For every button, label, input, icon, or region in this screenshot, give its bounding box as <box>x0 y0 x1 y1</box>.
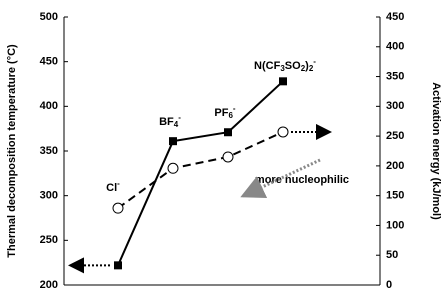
point <box>112 202 124 214</box>
point <box>277 126 289 138</box>
y-tick-label: 250 <box>40 234 58 246</box>
y-axis-label: Thermal decomposition temperature (°C) <box>6 44 18 258</box>
y2-axis-label: Activation energy (kJ/mol) <box>430 82 442 220</box>
point <box>114 261 122 270</box>
point <box>222 151 234 163</box>
y2-tick-label: 350 <box>386 70 404 82</box>
y2-tick-label: 100 <box>386 219 404 231</box>
point <box>169 137 177 146</box>
annotation: more nucleophilic <box>255 174 349 186</box>
series-line <box>117 131 284 209</box>
y-tick-label: 200 <box>40 279 58 291</box>
y2-tick-label: 400 <box>386 41 404 53</box>
y2-tick-label: 300 <box>386 100 404 112</box>
category-label: PF6- <box>214 104 236 120</box>
y-tick-label: 500 <box>40 11 58 23</box>
y-tick-label: 450 <box>40 56 58 68</box>
category-label: BF4- <box>159 113 181 129</box>
category-label: Cl- <box>106 179 120 194</box>
category-label: N(CF3SO2)2- <box>254 57 316 73</box>
point <box>224 128 232 137</box>
y2-tick-label: 250 <box>386 130 404 142</box>
point <box>167 162 179 174</box>
point <box>279 77 287 86</box>
y2-tick-label: 200 <box>386 160 404 172</box>
y2-tick-label: 50 <box>386 249 398 261</box>
y-tick-label: 300 <box>40 190 58 202</box>
y2-tick-label: 150 <box>386 190 404 202</box>
y-tick-label: 350 <box>40 145 58 157</box>
y2-tick-label: 450 <box>386 11 404 23</box>
y-tick-label: 400 <box>40 100 58 112</box>
y2-tick-label: 0 <box>386 279 392 291</box>
series-line <box>117 80 284 266</box>
